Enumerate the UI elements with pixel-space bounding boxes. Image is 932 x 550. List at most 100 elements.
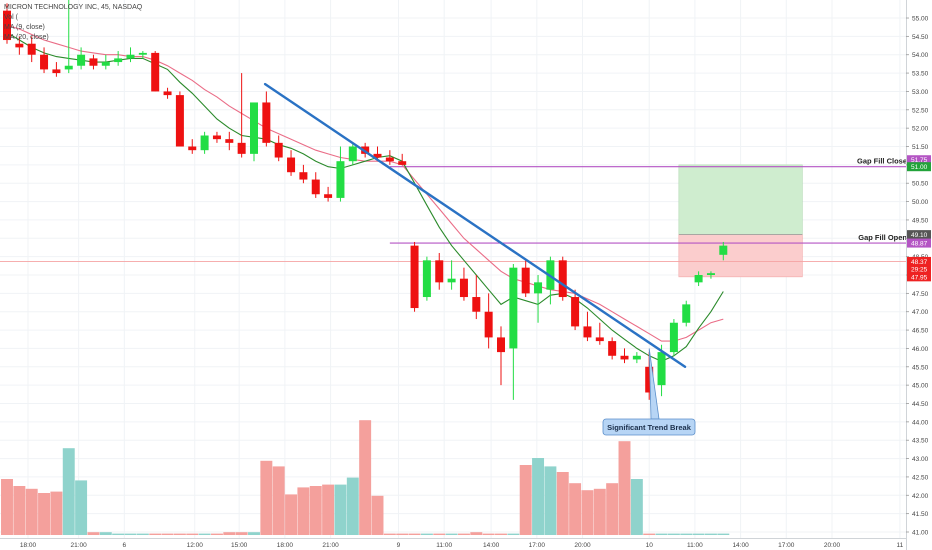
time-axis[interactable]: 18:00 21:00 6 12:00 15:00 18:00 21:00 9 11:00 14:… [0, 538, 906, 550]
candle-body [175, 95, 184, 147]
volume-bar [25, 488, 38, 535]
volume-bar [581, 490, 594, 535]
candle-body [3, 10, 11, 41]
time-tick-label: 14:00 [732, 542, 749, 549]
price-tag-label: 51.75 [911, 157, 928, 164]
volume-bar [248, 532, 260, 535]
volume-bar [1, 479, 13, 535]
time-tick-label: 12:00 [187, 542, 204, 549]
price-tag [907, 256, 931, 266]
time-tick-label: 11:00 [687, 542, 703, 549]
candle-body [373, 153, 382, 158]
volume-bar [544, 466, 557, 535]
candle-body [571, 297, 580, 327]
price-tag-label: 29:25 [911, 266, 928, 273]
volume-bar [643, 533, 656, 535]
price-tag-label: 51.00 [911, 164, 928, 171]
volume-legend: Vol ( [4, 14, 19, 21]
time-tick-label: 11 [897, 542, 904, 549]
candle-body [237, 142, 246, 154]
volume-bar [704, 533, 717, 535]
candle-body [151, 52, 160, 92]
candle-body [497, 337, 505, 353]
candle-body [250, 102, 258, 154]
candle-body [188, 146, 197, 151]
price-tick-label: 43.50 [912, 438, 929, 445]
long-position-tool[interactable] [678, 164, 803, 278]
volume-bar [606, 483, 619, 535]
candle-body [385, 157, 394, 162]
price-tag-label: 48.87 [911, 241, 928, 248]
price-tick-label: 45.00 [912, 383, 929, 390]
price-tick-label: 42.50 [912, 474, 929, 481]
price-tick-label: 46.50 [912, 328, 929, 335]
time-tick-label: 21:00 [322, 542, 339, 549]
level-label: Gap Fill Close [857, 157, 907, 166]
volume-bar [618, 441, 631, 535]
candle-body [459, 278, 468, 298]
candle-body [657, 352, 666, 386]
volume-bar [210, 533, 223, 535]
moving-averages [6, 24, 724, 362]
horizontal-levels[interactable]: Gap Fill Close Gap Fill Open [0, 157, 907, 262]
candle-body [669, 322, 678, 353]
trend-break-callout[interactable]: Significant Trend Break [602, 348, 696, 436]
trend-line[interactable] [263, 82, 687, 368]
time-tick-label: 6 [123, 542, 127, 549]
price-tick-label: 50.00 [912, 199, 929, 206]
volume-bar [482, 533, 495, 535]
callout-text: Significant Trend Break [607, 423, 692, 432]
candle-body [484, 311, 493, 338]
price-tick-label: 41.00 [912, 530, 929, 537]
volume-bar [149, 533, 162, 535]
volume-bar [692, 533, 705, 535]
candle-body [534, 282, 543, 294]
volume-bars [1, 420, 730, 535]
candle-body [595, 337, 604, 342]
time-tick-label: 14:00 [483, 542, 500, 549]
volume-bar [161, 533, 174, 535]
price-tick-label: 53.50 [912, 71, 929, 78]
price-tick-label: 46.00 [912, 346, 929, 353]
volume-bar [630, 479, 643, 535]
candle-body [509, 267, 518, 349]
price-tick-label: 43.00 [912, 456, 929, 463]
candle-body [694, 275, 703, 283]
time-tick-label: 17:00 [529, 542, 546, 549]
candle-body [583, 326, 592, 338]
candle-body [719, 245, 728, 255]
volume-bar [371, 495, 384, 535]
volume-bar [285, 494, 298, 535]
price-tick-label: 54.00 [912, 52, 929, 59]
price-tick-label: 55.00 [912, 16, 929, 23]
candle-body [89, 58, 98, 66]
volume-bar [359, 420, 372, 535]
ma-legend-2: MA (20, close) [4, 34, 49, 41]
candle-body [447, 278, 456, 283]
time-tick-label: 15:00 [231, 542, 248, 549]
candle-body [336, 161, 345, 198]
price-tag [907, 230, 931, 240]
volume-bar [198, 533, 211, 535]
price-axis[interactable]: 55.00 54.50 54.00 53.50 53.00 52.50 52.00 51.50… [906, 0, 932, 550]
candle-body [608, 341, 617, 356]
candle-body [262, 102, 271, 143]
volume-bar [62, 448, 75, 535]
volume-bar [383, 533, 396, 535]
volume-bar [235, 532, 248, 535]
price-tick-label: 47.50 [912, 291, 929, 298]
candle-body [632, 355, 641, 360]
volume-bar [408, 533, 421, 535]
volume-bar [667, 533, 680, 535]
volume-bar [396, 533, 409, 535]
candle-body [64, 65, 73, 70]
callout-box [602, 418, 696, 436]
price-tag [907, 238, 931, 248]
volume-bar [519, 465, 532, 535]
price-tick-label: 51.50 [912, 144, 929, 151]
candle-body [410, 245, 419, 309]
volume-bar [495, 533, 507, 535]
volume-bar [186, 533, 199, 535]
symbol-title: MICRON TECHNOLOGY INC, 45, NASDAQ [4, 4, 143, 11]
